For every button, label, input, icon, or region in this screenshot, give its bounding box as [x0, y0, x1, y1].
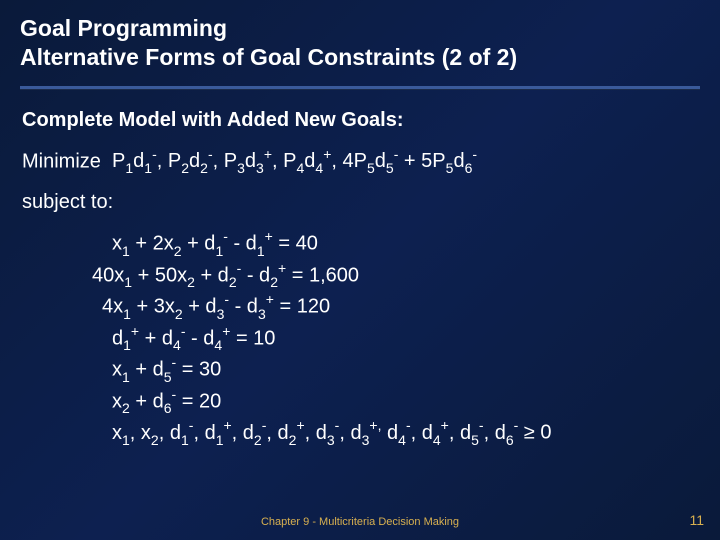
objective-function: Minimize P1d1-, P2d2-, P3d3+, P4d4+, 4P5… [22, 146, 698, 178]
nonnegativity: x1, x2, d1-, d1+, d2-, d2+, d3-, d3+, d4… [112, 417, 698, 449]
constraints-block: x1 + 2x2 + d1- - d1+ = 40 40x1 + 50x2 + … [92, 228, 698, 449]
minimize-terms: P1d1-, P2d2-, P3d3+, P4d4+, 4P5d5- + 5P5… [112, 150, 477, 172]
slide-header: Goal Programming Alternative Forms of Go… [0, 0, 720, 80]
footer-chapter: Chapter 9 - Multicriteria Decision Makin… [0, 516, 720, 528]
title-line-1: Goal Programming [20, 14, 700, 43]
page-number: 11 [689, 512, 704, 528]
nonneg-vars: x1, x2, d1-, d1+, d2-, d2+, d3-, d3+, d4… [112, 422, 518, 444]
constraint-6: x2 + d6- = 20 [112, 386, 698, 418]
section-heading: Complete Model with Added New Goals: [22, 109, 698, 132]
constraint-3: 4x1 + 3x2 + d3- - d3+ = 120 [102, 291, 698, 323]
subject-to-label: subject to: [22, 189, 698, 216]
minimize-label: Minimize [22, 150, 101, 172]
constraint-4: d1+ + d4- - d4+ = 10 [112, 323, 698, 355]
constraint-1: x1 + 2x2 + d1- - d1+ = 40 [112, 228, 698, 260]
constraint-5: x1 + d5- = 30 [112, 354, 698, 386]
title-line-2: Alternative Forms of Goal Constraints (2… [20, 43, 700, 72]
slide-content: Complete Model with Added New Goals: Min… [0, 89, 720, 449]
constraint-2: 40x1 + 50x2 + d2- - d2+ = 1,600 [92, 260, 698, 292]
